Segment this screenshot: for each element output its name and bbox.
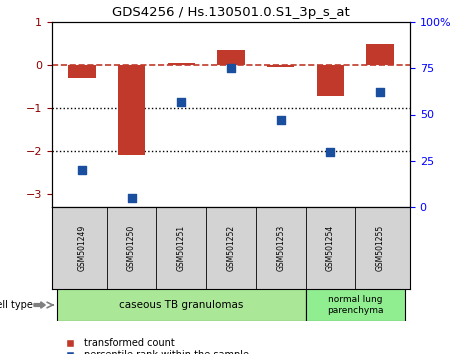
Text: GSM501251: GSM501251 <box>177 225 186 271</box>
Point <box>327 149 334 154</box>
Bar <box>267 65 294 67</box>
Title: GDS4256 / Hs.130501.0.S1_3p_s_at: GDS4256 / Hs.130501.0.S1_3p_s_at <box>112 6 350 19</box>
Text: normal lung
parenchyma: normal lung parenchyma <box>327 295 383 315</box>
Bar <box>68 65 95 78</box>
Point <box>277 117 284 123</box>
Point <box>227 65 234 71</box>
Point <box>178 99 185 104</box>
Text: GSM501249: GSM501249 <box>77 225 86 271</box>
Bar <box>366 44 394 65</box>
Point <box>377 90 384 95</box>
Legend: transformed count, percentile rank within the sample: transformed count, percentile rank withi… <box>57 335 253 354</box>
Text: cell type: cell type <box>0 300 33 310</box>
Text: GSM501252: GSM501252 <box>226 225 235 271</box>
Text: GSM501255: GSM501255 <box>376 225 385 271</box>
Text: GSM501253: GSM501253 <box>276 225 285 271</box>
Text: GSM501254: GSM501254 <box>326 225 335 271</box>
Bar <box>306 289 405 321</box>
Bar <box>118 65 145 155</box>
Bar <box>217 50 245 65</box>
Point <box>128 195 135 201</box>
Bar <box>57 289 306 321</box>
Bar <box>167 63 195 65</box>
Bar <box>317 65 344 96</box>
Text: caseous TB granulomas: caseous TB granulomas <box>119 300 243 310</box>
Text: GSM501250: GSM501250 <box>127 225 136 271</box>
Point <box>78 167 86 173</box>
